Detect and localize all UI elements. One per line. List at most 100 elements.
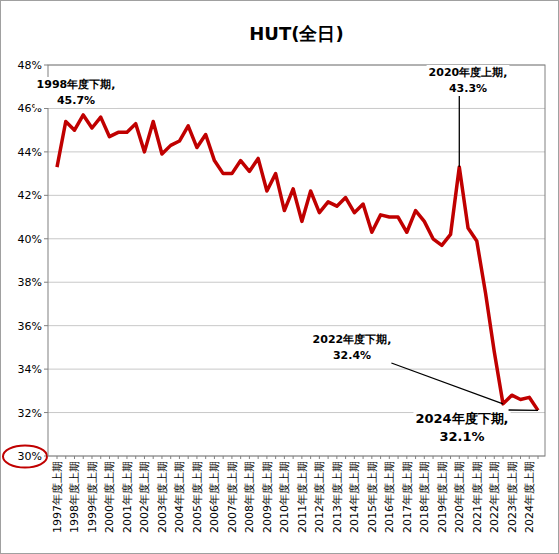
- annotation-background: [427, 65, 510, 96]
- x-tick-label: 2017年度上期: [401, 461, 414, 533]
- y-tick-label: 32%: [18, 407, 42, 420]
- tick: [319, 456, 320, 459]
- annotation-text: 45.7%: [57, 94, 95, 107]
- tick: [44, 108, 48, 109]
- x-tick-label: 2004年度上期: [173, 461, 186, 533]
- x-tick-label: 2012年度上期: [313, 461, 326, 533]
- tick: [44, 151, 48, 152]
- tick: [459, 456, 460, 459]
- tick: [494, 456, 495, 459]
- tick: [44, 412, 48, 413]
- x-tick-label: 2009年度上期: [261, 461, 274, 533]
- tick: [196, 456, 197, 459]
- tick: [161, 456, 162, 459]
- annotation-text: 32.1%: [439, 429, 484, 444]
- y-tick-label: 30%: [18, 450, 42, 463]
- tick: [275, 456, 276, 459]
- x-tick-label: 2013年度上期: [331, 461, 344, 533]
- y-tick-label: 36%: [18, 320, 42, 333]
- annotation-text: 1998年度下期,: [37, 78, 116, 91]
- tick: [100, 456, 101, 459]
- x-tick-label: 2022年度上期: [488, 461, 501, 533]
- x-tick-label: 2008年度上期: [243, 461, 256, 533]
- tick: [135, 456, 136, 459]
- tick: [179, 456, 180, 459]
- grid-line: [48, 369, 545, 370]
- annotation: 2020年度上期, 43.3%: [427, 65, 510, 96]
- tick: [44, 369, 48, 370]
- tick: [371, 456, 372, 459]
- tick: [380, 456, 381, 459]
- grid-line: [48, 282, 545, 283]
- tick: [214, 456, 215, 459]
- y-tick-label: 44%: [18, 146, 42, 159]
- annotation-text: 2020年度上期,: [429, 66, 508, 79]
- tick: [520, 456, 521, 459]
- tick: [91, 456, 92, 459]
- annotation: 1998年度下期, 45.7%: [35, 77, 118, 108]
- x-tick-label: 2006年度上期: [208, 461, 221, 533]
- grid-line: [48, 238, 545, 239]
- tick: [476, 456, 477, 459]
- data-line: [57, 115, 538, 410]
- x-tick-label: 2020年度上期: [453, 461, 466, 533]
- tick: [336, 456, 337, 459]
- y-tick-label: 42%: [18, 189, 42, 202]
- tick: [503, 456, 504, 459]
- tick: [398, 456, 399, 459]
- tick: [44, 325, 48, 326]
- annotation-background: [413, 410, 510, 445]
- tick: [363, 456, 364, 459]
- tick: [441, 456, 442, 459]
- x-tick-label: 2019年度上期: [436, 461, 449, 533]
- tick: [144, 456, 145, 459]
- tick: [406, 456, 407, 459]
- tick: [529, 456, 530, 459]
- x-tick-label: 2010年度上期: [278, 461, 291, 533]
- annotation-background: [311, 332, 394, 363]
- x-tick-label: 2023年度上期: [506, 461, 519, 533]
- y-tick-label: 34%: [18, 363, 42, 376]
- x-tick-label: 2016年度上期: [383, 461, 396, 533]
- x-tick-label: 2024年度上期: [523, 461, 536, 533]
- tick: [44, 282, 48, 283]
- tick: [153, 456, 154, 459]
- x-tick-label: 2001年度上期: [121, 461, 134, 533]
- tick: [188, 456, 189, 459]
- chart: HUT(全日)30%32%34%36%38%40%42%44%46%48%199…: [0, 0, 559, 554]
- x-tick-label: 2021年度上期: [471, 461, 484, 533]
- highlight-circle: [3, 446, 47, 468]
- tick: [65, 456, 66, 459]
- x-tick-label: 2003年度上期: [156, 461, 169, 533]
- tick: [284, 456, 285, 459]
- plot-frame: [48, 65, 545, 456]
- tick: [223, 456, 224, 459]
- tick: [205, 456, 206, 459]
- tick: [450, 456, 451, 459]
- tick: [266, 456, 267, 459]
- x-tick-label: 2002年度上期: [138, 461, 151, 533]
- tick: [485, 456, 486, 459]
- tick: [258, 456, 259, 459]
- tick: [44, 238, 48, 239]
- tick: [57, 456, 58, 459]
- grid-line: [48, 325, 545, 326]
- grid-line: [48, 108, 545, 109]
- x-tick-label: 2000年度上期: [103, 461, 116, 533]
- x-tick-label: 2015年度上期: [366, 461, 379, 533]
- plot-area: [57, 115, 538, 410]
- x-tick-label: 1998年度上期: [68, 461, 81, 533]
- annotation-text: 2022年度下期,: [313, 333, 392, 346]
- annotation-text: 43.3%: [449, 82, 487, 95]
- tick: [433, 456, 434, 459]
- annotation-text: 32.4%: [333, 349, 371, 362]
- y-tick-label: 48%: [18, 59, 42, 72]
- annotation: 2024年度下期, 32.1%: [413, 410, 510, 445]
- annotation-text: 2024年度下期,: [415, 411, 508, 426]
- tick: [328, 456, 329, 459]
- x-tick-label: 2018年度上期: [418, 461, 431, 533]
- annotation: 2022年度下期, 32.4%: [311, 332, 394, 363]
- tick: [511, 456, 512, 459]
- tick: [468, 456, 469, 459]
- tick: [424, 456, 425, 459]
